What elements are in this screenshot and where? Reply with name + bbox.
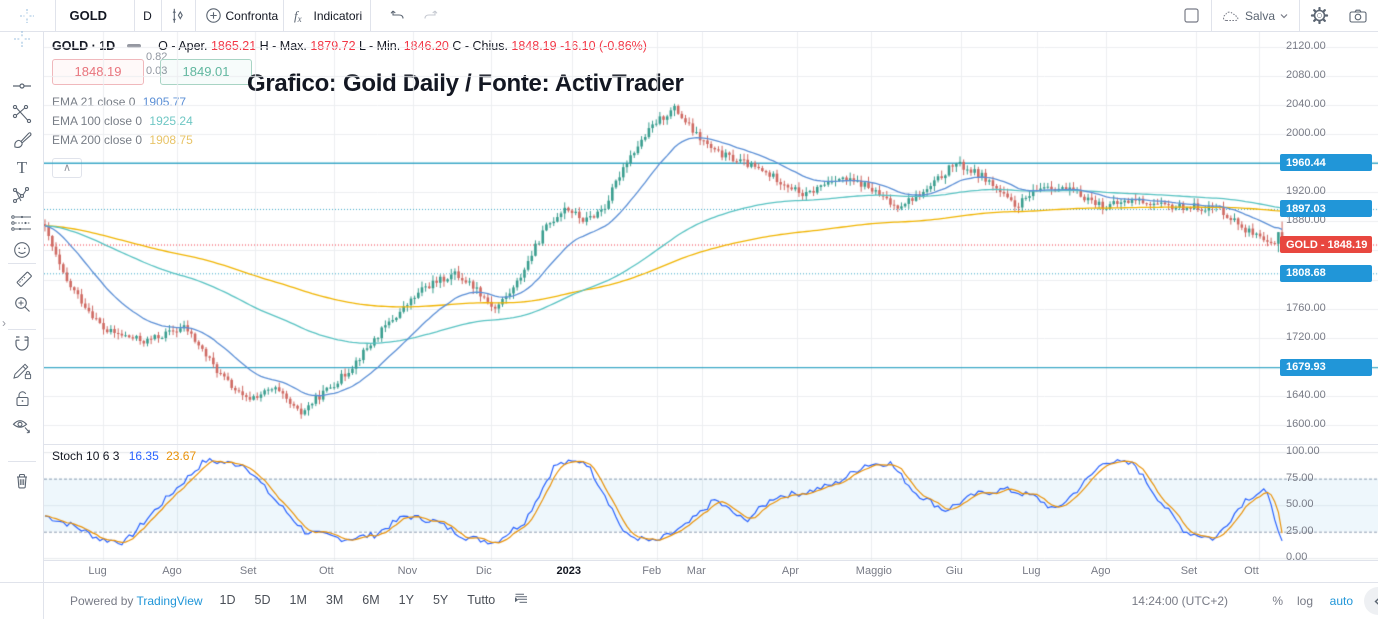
svg-text:fx: fx	[294, 8, 302, 23]
